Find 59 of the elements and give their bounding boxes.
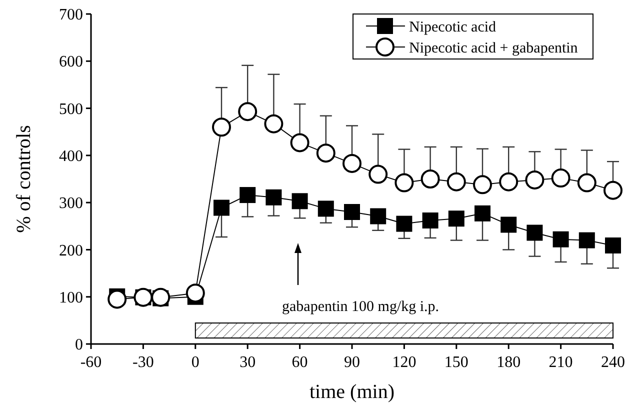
y-axis-title: % of controls [13,124,35,233]
point [318,200,334,217]
point [240,187,256,204]
x-tick-label: 60 [292,354,308,371]
x-tick-label: 240 [601,354,625,371]
y-tick-label: 100 [59,289,83,306]
point [577,173,596,192]
point [474,205,490,222]
y-tick-label: 600 [59,54,83,71]
point [422,212,438,228]
x-tick-label: 180 [496,354,521,371]
point [500,216,517,233]
x-tick-label: 0 [191,354,200,371]
x-tick-label: 210 [548,354,573,371]
point [238,102,258,122]
point [151,288,170,307]
point [186,284,205,303]
point [212,118,231,137]
y-tick-label: 300 [59,195,83,212]
x-tick-label: 120 [392,354,416,371]
x-tick-label: 90 [344,354,360,371]
point [368,164,388,184]
point [551,168,570,188]
point [473,175,492,194]
point [214,200,230,216]
point [290,133,310,152]
point [446,172,466,192]
y-tick-label: 200 [59,242,83,260]
point [605,237,621,254]
point [525,170,544,190]
y-tick-label: 400 [59,148,83,166]
legend-label: Nipecotic acid + gabapentin [409,40,578,56]
y-tick-label: 500 [59,100,83,118]
point [420,170,440,188]
y-tick-label: 700 [59,6,83,24]
point [316,144,336,163]
x-tick-label: -60 [80,354,102,371]
x-axis-title: time (min) [310,381,394,403]
point [526,224,543,241]
x-tick-label: 150 [444,354,468,371]
point [448,210,464,227]
point [266,189,282,206]
point [552,231,569,248]
point [344,204,360,220]
y-tick-label: 0 [75,336,83,354]
point [604,180,622,200]
point [342,154,362,173]
point [578,232,595,248]
annotation: gabapentin 100 mg/kg i.p. [282,299,440,315]
point [292,193,308,210]
point [396,216,412,232]
point [394,173,414,192]
point [370,208,386,224]
x-tick-label: -30 [132,354,154,371]
legend-label: Nipecotic acid [409,19,497,36]
x-tick-label: 30 [240,354,256,371]
point [499,172,518,192]
point [108,290,127,309]
point [264,114,284,134]
